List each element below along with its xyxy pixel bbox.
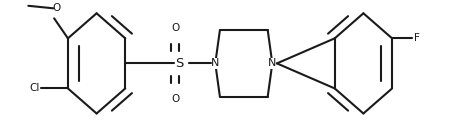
Text: Cl: Cl [29, 83, 40, 93]
Text: N: N [268, 58, 276, 68]
Text: S: S [175, 57, 183, 70]
Text: O: O [52, 3, 61, 13]
Text: O: O [171, 94, 179, 104]
Text: F: F [413, 33, 419, 43]
Text: O: O [171, 23, 179, 33]
Text: N: N [211, 58, 219, 68]
